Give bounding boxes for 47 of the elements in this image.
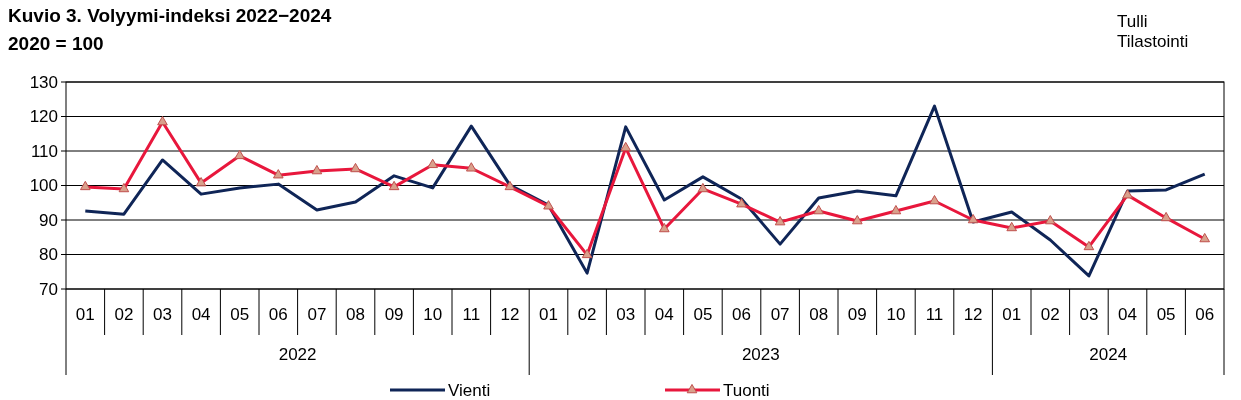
text: 2024 [1089, 345, 1128, 364]
x-tick-label: 02 [1040, 305, 1060, 324]
x-tick-label: 12 [963, 305, 983, 324]
x-tick-label: 10 [886, 305, 906, 324]
x-tick-label: 07 [307, 305, 327, 324]
chart-subtitle: 2020 = 100 [8, 33, 104, 54]
y-tick-label: 120 [29, 107, 58, 127]
text: Tulli [1117, 12, 1148, 31]
x-tick-label: 01 [1002, 305, 1022, 324]
x-tick-label: 07 [770, 305, 790, 324]
text: 2022 [278, 345, 317, 364]
text: Tilastointi [1117, 32, 1189, 51]
x-tick-label: 10 [423, 305, 443, 324]
y-tick-label: 130 [29, 72, 58, 92]
y-tick-label: 100 [29, 176, 58, 196]
x-tick-label: 08 [809, 305, 829, 324]
x-tick-label: 12 [500, 305, 520, 324]
x-tick-label: 03 [153, 305, 172, 324]
chart-title: Kuvio 3. Volyymi-indeksi 2022−2024 [8, 5, 332, 26]
y-tick-label: 110 [30, 141, 58, 161]
text: 2023 [741, 345, 780, 364]
x-tick-label: 04 [654, 305, 674, 324]
x-tick-label: 08 [346, 305, 365, 324]
y-tick-label: 90 [39, 210, 58, 230]
x-tick-label: 09 [847, 305, 867, 324]
x-tick-label: 11 [462, 305, 481, 324]
x-tick-label: 06 [1195, 305, 1215, 324]
legend-label: Tuonti [723, 380, 770, 400]
legend-label: Vienti [448, 380, 491, 400]
x-tick-label: 06 [732, 305, 751, 324]
x-tick-label: 02 [577, 305, 597, 324]
line-series [83, 104, 1207, 278]
x-tick-label: 01 [539, 305, 558, 324]
x-tick-label: 05 [230, 305, 250, 324]
y-tick-label: 70 [39, 279, 58, 299]
x-tick-label: 04 [1118, 305, 1137, 324]
x-tick-label: 09 [384, 305, 404, 324]
x-tick-label: 03 [1079, 305, 1099, 324]
x-tick-label: 05 [1156, 305, 1176, 324]
x-tick-label: 03 [616, 305, 636, 324]
x-tick-label: 11 [925, 305, 944, 324]
x-tick-label: 05 [693, 305, 713, 324]
y-tick-label: 80 [39, 245, 58, 265]
x-tick-label: 01 [75, 305, 95, 324]
x-tick-label: 06 [268, 305, 288, 324]
x-tick-label: 04 [191, 305, 211, 324]
x-tick-label: 02 [114, 305, 134, 324]
